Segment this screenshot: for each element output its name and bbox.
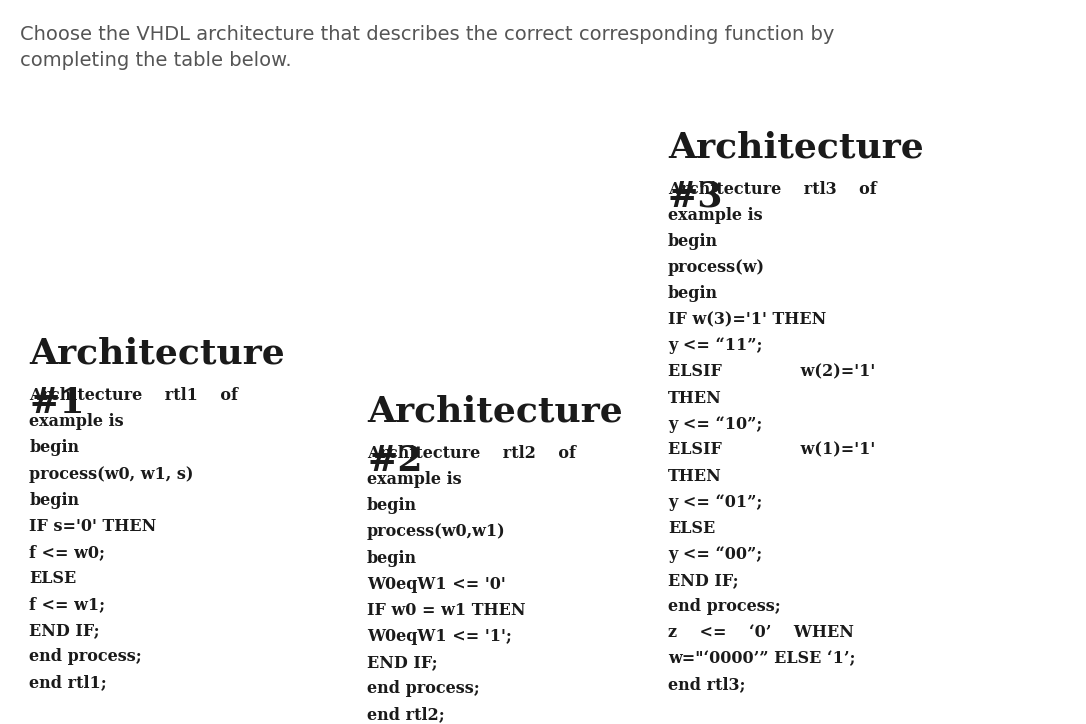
Text: process(w): process(w): [668, 259, 765, 276]
Text: Architecture    rtl1    of: Architecture rtl1 of: [29, 387, 238, 404]
Text: example is: example is: [668, 207, 762, 224]
Text: y <= “10”;: y <= “10”;: [668, 416, 762, 432]
Text: f <= w1;: f <= w1;: [29, 596, 105, 613]
Text: #2: #2: [367, 444, 422, 478]
Text: Choose the VHDL architecture that describes the correct corresponding function b: Choose the VHDL architecture that descri…: [20, 25, 834, 44]
Text: y <= “01”;: y <= “01”;: [668, 494, 762, 510]
Text: end rtl1;: end rtl1;: [29, 674, 108, 691]
Text: f <= w0;: f <= w0;: [29, 544, 105, 560]
Text: end process;: end process;: [367, 680, 480, 696]
Text: begin: begin: [367, 497, 417, 514]
Text: begin: begin: [29, 439, 79, 456]
Text: begin: begin: [668, 285, 718, 302]
Text: END IF;: END IF;: [29, 622, 100, 639]
Text: example is: example is: [367, 471, 462, 488]
Text: END IF;: END IF;: [668, 572, 738, 589]
Text: IF w(3)='1' THEN: IF w(3)='1' THEN: [668, 311, 826, 328]
Text: THEN: THEN: [668, 468, 721, 484]
Text: end rtl3;: end rtl3;: [668, 676, 745, 693]
Text: ELSE: ELSE: [668, 520, 716, 536]
Text: Architecture    rtl2    of: Architecture rtl2 of: [367, 445, 576, 462]
Text: begin: begin: [367, 550, 417, 566]
Text: begin: begin: [29, 492, 79, 508]
Text: Architecture: Architecture: [29, 337, 285, 371]
Text: W0eqW1 <= '0': W0eqW1 <= '0': [367, 576, 506, 592]
Text: end rtl2;: end rtl2;: [367, 706, 445, 723]
Text: Architecture: Architecture: [367, 395, 622, 429]
Text: y <= “11”;: y <= “11”;: [668, 337, 762, 354]
Text: END IF;: END IF;: [367, 654, 438, 670]
Text: #3: #3: [668, 180, 723, 214]
Text: completing the table below.: completing the table below.: [20, 51, 291, 70]
Text: Architecture: Architecture: [668, 130, 923, 164]
Text: W0eqW1 <= '1';: W0eqW1 <= '1';: [367, 628, 512, 644]
Text: begin: begin: [668, 233, 718, 250]
Text: z    <=    ‘0’    WHEN: z <= ‘0’ WHEN: [668, 624, 854, 641]
Text: IF w0 = w1 THEN: IF w0 = w1 THEN: [367, 602, 526, 618]
Text: ELSIF              w(2)='1': ELSIF w(2)='1': [668, 363, 875, 380]
Text: process(w0, w1, s): process(w0, w1, s): [29, 466, 193, 482]
Text: ELSE: ELSE: [29, 570, 77, 586]
Text: end process;: end process;: [668, 598, 781, 615]
Text: IF s='0' THEN: IF s='0' THEN: [29, 518, 156, 534]
Text: #1: #1: [29, 386, 85, 420]
Text: ELSIF              w(1)='1': ELSIF w(1)='1': [668, 442, 875, 458]
Text: w="‘0000’” ELSE ‘1’;: w="‘0000’” ELSE ‘1’;: [668, 650, 856, 667]
Text: Architecture    rtl3    of: Architecture rtl3 of: [668, 181, 876, 198]
Text: example is: example is: [29, 413, 124, 430]
Text: y <= “00”;: y <= “00”;: [668, 546, 762, 563]
Text: end process;: end process;: [29, 648, 142, 665]
Text: process(w0,w1): process(w0,w1): [367, 523, 506, 540]
Text: THEN: THEN: [668, 390, 721, 406]
